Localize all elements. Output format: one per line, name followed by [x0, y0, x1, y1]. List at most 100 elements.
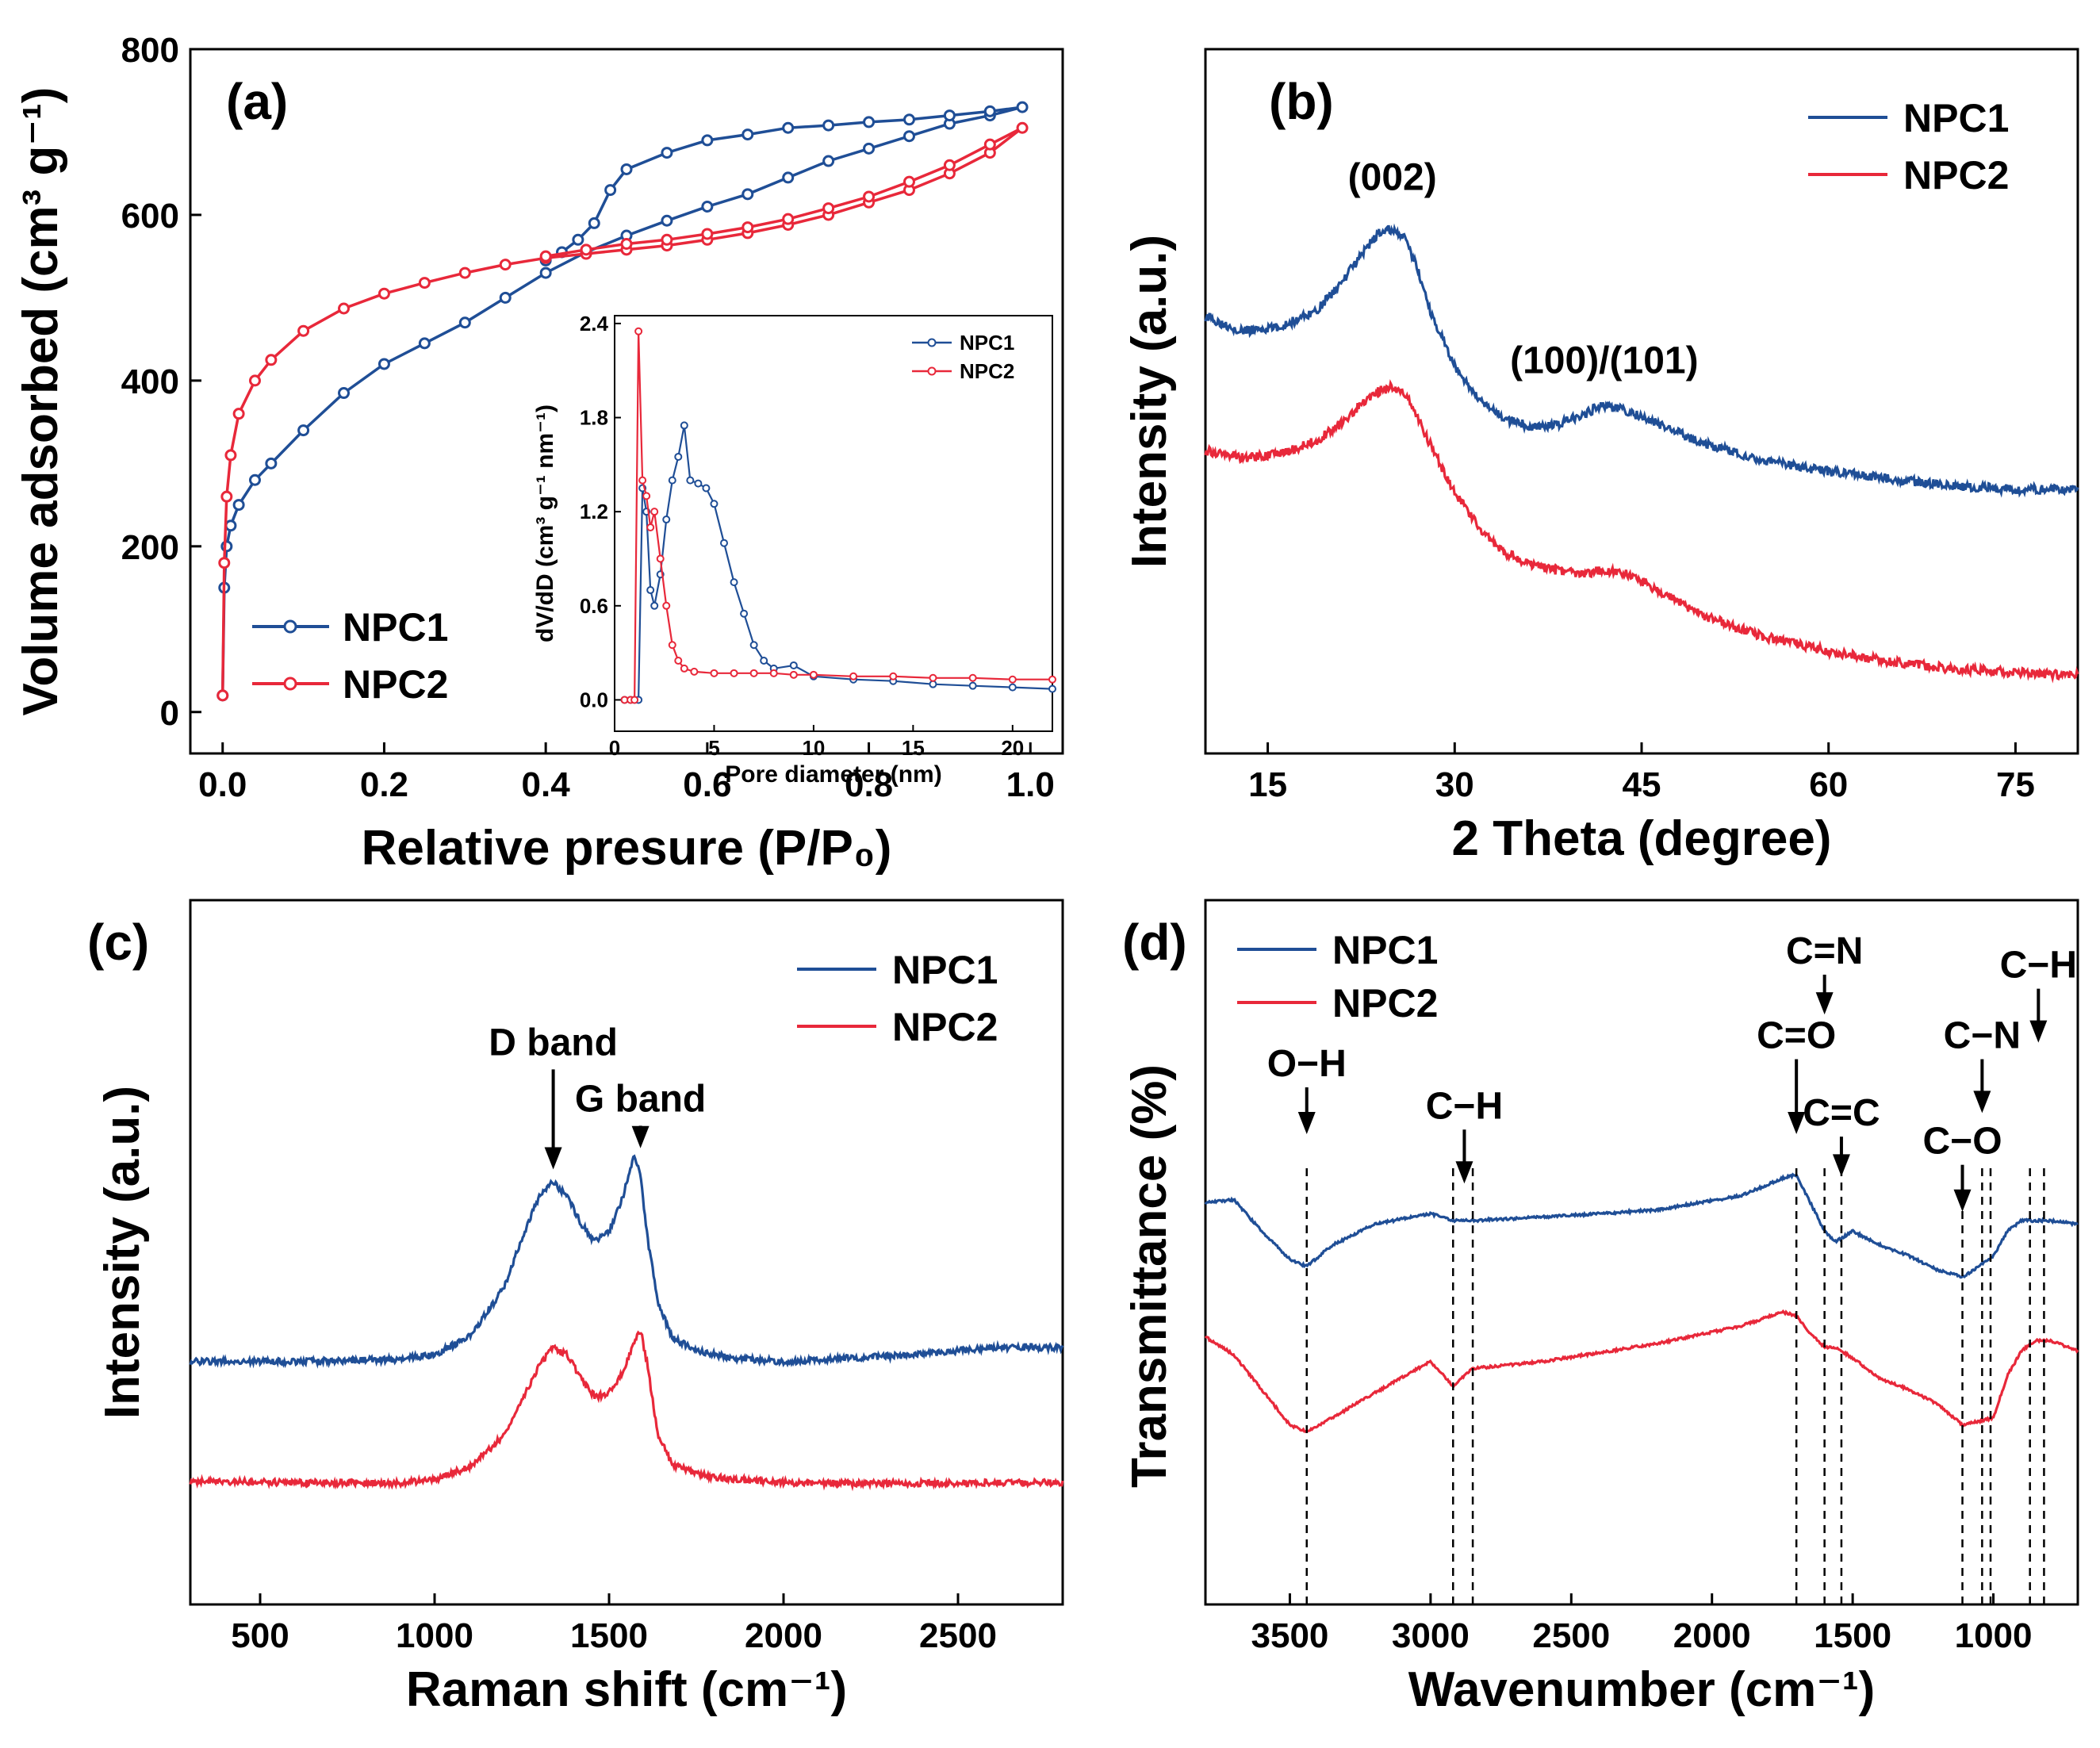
- inset-x-axis-title: Pore diameter (nm): [725, 761, 941, 788]
- panel-label-c: (c): [87, 914, 149, 971]
- data-point: [661, 147, 673, 159]
- inset-data-point: [760, 657, 768, 665]
- inset-y-axis-title: dV/dD (cm³ g⁻¹ nm⁻¹): [532, 404, 558, 642]
- series-npc2-line: [1204, 1309, 2079, 1433]
- data-point: [224, 449, 237, 462]
- series-npc1-line: [1204, 1172, 2079, 1279]
- inset-data-point: [749, 669, 758, 677]
- x-tick-label: 0.6: [683, 765, 731, 804]
- inset-data-point: [720, 539, 728, 547]
- x-tick-label: 1500: [1814, 1616, 1891, 1655]
- x-tick-label: 2500: [1532, 1616, 1610, 1655]
- y-axis-title: Volume adsorbed (cm³ g⁻¹): [13, 87, 68, 716]
- data-point: [297, 324, 310, 337]
- inset-data-point: [968, 673, 977, 682]
- legend-marker: [283, 677, 297, 691]
- functional-group-label: C−H: [2000, 945, 2077, 987]
- data-point: [265, 457, 278, 470]
- x-tick-label: 1500: [570, 1616, 648, 1655]
- x-tick-label: 15: [1248, 765, 1287, 804]
- y-tick-label: 800: [121, 31, 179, 70]
- inset-data-point: [668, 641, 676, 650]
- x-tick-label: 3000: [1392, 1616, 1470, 1655]
- functional-group-arrow-head: [1973, 1091, 1991, 1114]
- inset-data-point: [710, 500, 719, 508]
- inset-data-point: [642, 492, 651, 500]
- inset-y-tick-label: 2.4: [580, 312, 609, 335]
- data-point: [742, 188, 754, 201]
- x-tick-label: 2000: [1673, 1616, 1751, 1655]
- inset-data-point: [769, 669, 778, 677]
- data-point: [580, 243, 592, 256]
- data-point: [661, 214, 673, 227]
- series-npc2-isotherm: [217, 121, 1029, 702]
- legend-marker: [283, 619, 297, 634]
- x-tick-label: 1000: [396, 1616, 473, 1655]
- x-tick-label: 3500: [1251, 1616, 1329, 1655]
- x-tick-label: 500: [231, 1616, 289, 1655]
- data-point: [297, 424, 310, 437]
- functional-group-label: C−O: [1923, 1121, 2002, 1163]
- data-point: [782, 121, 795, 134]
- data-point: [418, 337, 431, 350]
- inset-data-point: [690, 667, 699, 676]
- legend-label: NPC2: [343, 662, 448, 707]
- panel-label-d: (d): [1122, 914, 1187, 971]
- x-tick-label: 75: [1996, 765, 2035, 804]
- data-point: [1016, 121, 1029, 134]
- panel-d-plot-frame: [1204, 899, 2079, 1606]
- data-point: [863, 190, 876, 203]
- legend-label: NPC2: [1903, 153, 2009, 197]
- legend-label: NPC2: [1332, 981, 1438, 1025]
- x-tick-label: 0.4: [522, 765, 571, 804]
- data-point: [499, 291, 512, 304]
- data-point: [1016, 101, 1029, 113]
- data-point: [661, 233, 673, 246]
- functional-group-arrow-head: [1832, 1154, 1850, 1177]
- legend-label: NPC1: [1903, 96, 2009, 140]
- inset-data-point: [968, 681, 977, 690]
- functional-group-arrow-head: [1297, 1112, 1316, 1135]
- data-point: [377, 358, 390, 370]
- data-point: [265, 354, 278, 366]
- data-point: [572, 233, 584, 246]
- inset-data-point: [1048, 684, 1056, 693]
- data-point: [588, 217, 600, 229]
- inset-y-tick-label: 1.2: [580, 500, 608, 523]
- data-point: [863, 116, 876, 128]
- inset-frame: [614, 315, 1053, 732]
- series-npc1-line: [189, 1154, 1064, 1369]
- panel-label-a: (a): [226, 73, 288, 130]
- inset-data-point: [656, 554, 665, 563]
- functional-group-arrow-head: [1815, 992, 1834, 1015]
- band-annotation: D band: [489, 1022, 618, 1064]
- inset-legend-marker: [927, 338, 937, 347]
- functional-group-label: C−H: [1426, 1085, 1503, 1127]
- series-npc2-line: [189, 1330, 1064, 1492]
- legend-label: NPC1: [1332, 928, 1438, 972]
- inset-y-tick-label: 1.8: [580, 406, 608, 430]
- data-point: [458, 266, 471, 279]
- data-point: [539, 266, 552, 279]
- x-axis-title: Raman shift (cm⁻¹): [406, 1662, 847, 1717]
- functional-group-label: C−N: [1944, 1014, 2021, 1056]
- inset-data-point: [929, 673, 937, 682]
- inset-legend-marker: [927, 366, 937, 376]
- data-point: [983, 105, 996, 117]
- data-point: [220, 540, 233, 553]
- inset-data-point: [730, 669, 738, 677]
- series-npc1-line: [1204, 223, 2079, 498]
- inset-data-point: [674, 657, 683, 665]
- functional-group-label: C=N: [1786, 930, 1863, 972]
- inset-data-point: [680, 664, 688, 673]
- functional-group-arrow-head: [1455, 1161, 1473, 1184]
- data-point: [232, 408, 245, 420]
- data-point: [499, 259, 512, 271]
- y-tick-label: 0: [160, 694, 179, 733]
- inset-data-point: [749, 641, 758, 650]
- peak-annotation: (002): [1348, 157, 1437, 199]
- x-axis-title: 2 Theta (degree): [1452, 811, 1832, 866]
- x-tick-label: 45: [1623, 765, 1661, 804]
- panel-a-plot-frame: [189, 48, 1064, 755]
- inset-series-npc2: [620, 327, 1056, 704]
